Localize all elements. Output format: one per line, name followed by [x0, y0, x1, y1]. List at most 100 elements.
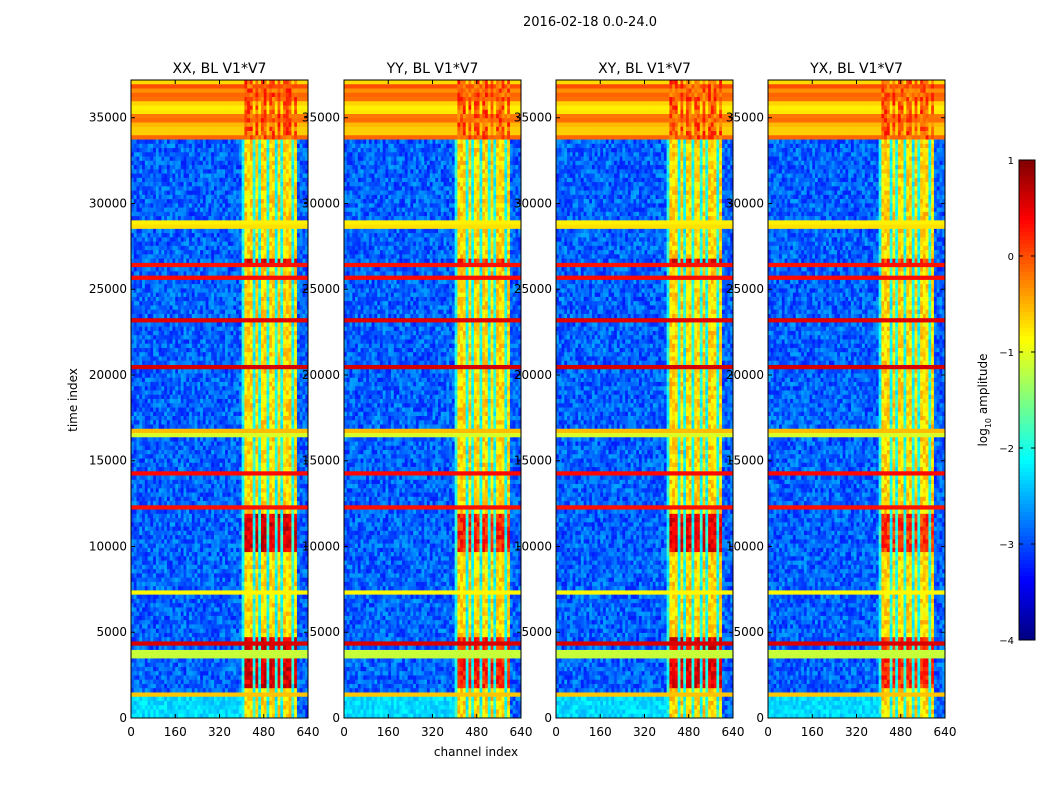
- heatmap-cell: [236, 318, 240, 323]
- heatmap-cell: [208, 339, 212, 345]
- heatmap-cell: [272, 369, 276, 374]
- heatmap-cell: [255, 88, 259, 94]
- heatmap-cell: [222, 330, 226, 336]
- heatmap-cell: [291, 292, 295, 298]
- heatmap-cell: [158, 284, 162, 289]
- heatmap-cell: [161, 390, 165, 396]
- heatmap-cell: [274, 254, 278, 259]
- heatmap-cell: [283, 122, 287, 128]
- heatmap-cell: [238, 403, 242, 408]
- heatmap-cell: [202, 296, 207, 302]
- heatmap-cell: [252, 109, 256, 115]
- heatmap-cell: [280, 394, 284, 400]
- heatmap-cell: [164, 233, 168, 238]
- heatmap-cell: [150, 360, 154, 366]
- heatmap-cell: [164, 352, 168, 357]
- heatmap-cell: [133, 97, 137, 102]
- heatmap-cell: [274, 186, 278, 191]
- heatmap-cell: [288, 313, 292, 319]
- heatmap-cell: [180, 97, 184, 102]
- heatmap-cell: [161, 152, 165, 157]
- heatmap-cell: [302, 190, 306, 196]
- heatmap-cell: [272, 373, 276, 379]
- heatmap-cell: [241, 224, 245, 230]
- heatmap-cell: [197, 190, 201, 196]
- heatmap-cell: [305, 309, 309, 315]
- heatmap-cell: [274, 364, 278, 370]
- heatmap-cell: [280, 322, 284, 328]
- heatmap-cell: [131, 254, 135, 259]
- heatmap-cell: [238, 301, 242, 306]
- heatmap-cell: [216, 118, 220, 123]
- heatmap-cell: [172, 135, 176, 140]
- heatmap-cell: [166, 169, 171, 174]
- heatmap-cell: [136, 335, 140, 340]
- heatmap-cell: [216, 322, 220, 328]
- heatmap-cell: [252, 101, 256, 106]
- heatmap-cell: [288, 288, 292, 294]
- heatmap-cell: [216, 84, 220, 89]
- heatmap-cell: [180, 309, 184, 315]
- heatmap-cell: [147, 313, 151, 319]
- heatmap-cell: [131, 399, 135, 404]
- heatmap-cell: [255, 305, 259, 311]
- heatmap-cell: [288, 254, 292, 259]
- heatmap-cell: [205, 258, 209, 264]
- heatmap-cell: [155, 373, 160, 379]
- heatmap-cell: [180, 275, 184, 281]
- heatmap-cell: [200, 254, 204, 259]
- heatmap-cell: [213, 173, 218, 179]
- heatmap-cell: [139, 105, 143, 111]
- heatmap-cell: [208, 309, 212, 315]
- heatmap-cell: [252, 228, 256, 234]
- heatmap-cell: [258, 118, 262, 123]
- heatmap-cell: [233, 114, 237, 119]
- heatmap-cell: [172, 182, 176, 187]
- heatmap-cell: [288, 296, 292, 302]
- heatmap-cell: [183, 360, 187, 366]
- heatmap-cell: [255, 288, 259, 294]
- heatmap-cell: [296, 250, 301, 255]
- heatmap-cell: [266, 245, 270, 251]
- heatmap-cell: [249, 237, 254, 242]
- heatmap-cell: [191, 271, 195, 276]
- heatmap-cell: [247, 381, 251, 387]
- heatmap-cell: [150, 199, 154, 204]
- heatmap-cell: [274, 305, 278, 311]
- heatmap-cell: [266, 156, 270, 162]
- heatmap-cell: [305, 318, 309, 323]
- heatmap-cell: [249, 224, 254, 230]
- heatmap-cell: [191, 343, 195, 349]
- heatmap-cell: [258, 177, 262, 183]
- heatmap-cell: [136, 305, 140, 311]
- heatmap-cell: [175, 381, 179, 387]
- heatmap-cell: [131, 160, 135, 166]
- heatmap-cell: [133, 114, 137, 119]
- heatmap-cell: [194, 84, 198, 89]
- heatmap-cell: [189, 313, 193, 319]
- heatmap-cell: [183, 216, 187, 221]
- heatmap-cell: [283, 241, 287, 247]
- heatmap-cell: [291, 267, 295, 272]
- heatmap-cell: [136, 288, 140, 294]
- heatmap-cell: [230, 135, 234, 140]
- heatmap-cell: [236, 275, 240, 281]
- heatmap-cell: [211, 330, 215, 336]
- heatmap-cell: [233, 377, 237, 383]
- heatmap-cell: [274, 250, 278, 255]
- heatmap-cell: [142, 194, 146, 200]
- heatmap-cell: [172, 139, 176, 145]
- heatmap-cell: [183, 301, 187, 306]
- heatmap-cell: [166, 386, 171, 391]
- heatmap-cell: [147, 105, 151, 111]
- heatmap-cell: [153, 267, 157, 272]
- heatmap-cell: [225, 279, 229, 285]
- heatmap-cell: [169, 322, 173, 328]
- heatmap-cell: [164, 207, 168, 213]
- heatmap-cell: [296, 84, 301, 89]
- heatmap-cell: [183, 173, 187, 179]
- heatmap-cell: [183, 352, 187, 357]
- heatmap-cell: [186, 182, 190, 187]
- heatmap-cell: [155, 347, 160, 353]
- heatmap-cell: [178, 279, 182, 285]
